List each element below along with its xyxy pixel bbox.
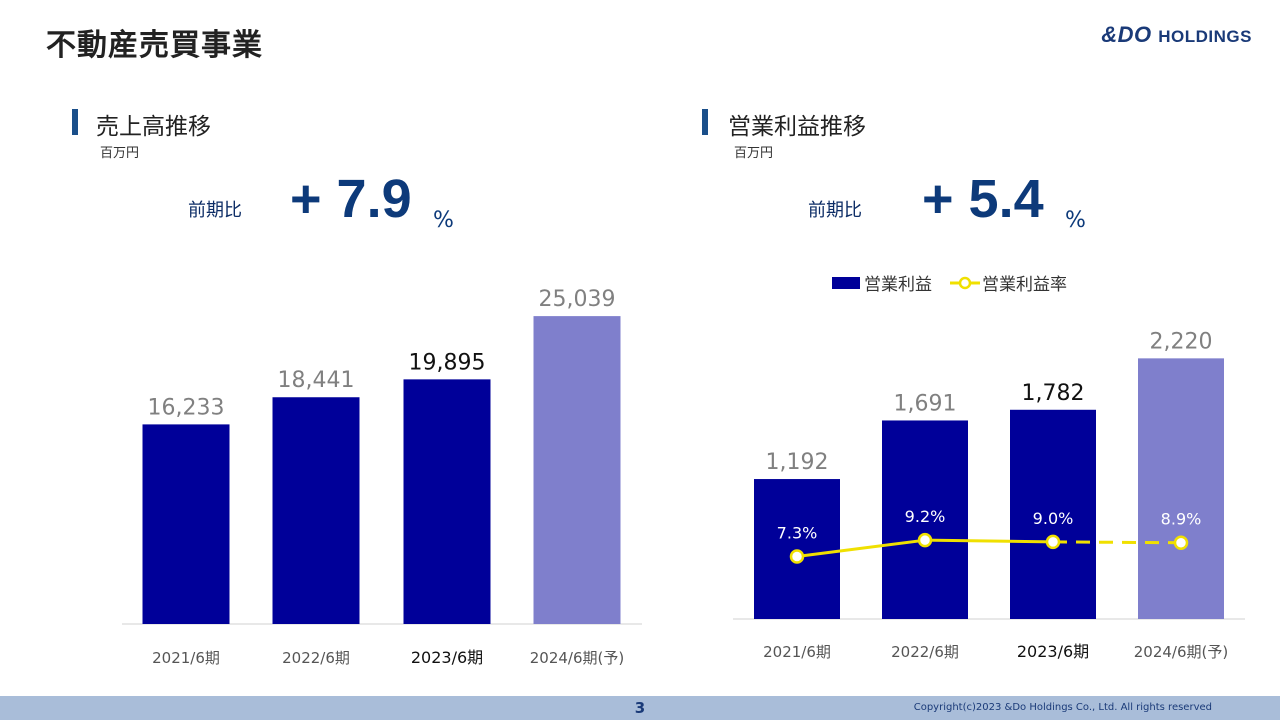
legend-bar-label: 営業利益 (864, 275, 932, 295)
profit-compare-unit: % (1065, 208, 1086, 233)
page-title: 不動産売買事業 (46, 28, 263, 63)
profit-bar (1138, 358, 1224, 619)
margin-value-label: 7.3% (777, 523, 818, 542)
profit-section-marker (702, 109, 708, 135)
sales-bar (142, 424, 230, 624)
sales-unit-label: 百万円 (100, 146, 140, 161)
company-logo: &DO HOLDINGS (1101, 22, 1252, 48)
sales-compare-value: + 7.9 (290, 169, 412, 229)
profit-bar (1010, 409, 1096, 619)
sales-category-label: 2021/6期 (152, 649, 220, 667)
sales-category-label: 2024/6期(予) (530, 649, 624, 667)
legend-line-label: 営業利益率 (982, 275, 1067, 295)
copyright-text: Copyright(c)2023 &Do Holdings Co., Ltd. … (913, 702, 1212, 713)
margin-point (1173, 535, 1189, 550)
margin-line-segment (924, 538, 1054, 544)
profit-category-label: 2021/6期 (763, 643, 831, 661)
profit-section-title: 営業利益推移 (728, 114, 866, 140)
profit-bar (882, 420, 968, 619)
profit-value-label: 1,192 (766, 450, 829, 475)
profit-compare-label: 前期比 (808, 200, 862, 221)
sales-bar (272, 397, 360, 624)
profit-legend: 営業利益 営業利益率 (832, 270, 1067, 295)
margin-point (917, 532, 933, 548)
sales-compare-label: 前期比 (188, 200, 242, 221)
footer-bar: 3 Copyright(c)2023 &Do Holdings Co., Ltd… (0, 696, 1280, 720)
sales-value-label: 18,441 (278, 368, 355, 393)
sales-category-label: 2023/6期 (411, 648, 483, 667)
sales-category-label: 2022/6期 (282, 649, 350, 667)
sales-section-marker (72, 109, 78, 135)
profit-value-label: 2,220 (1150, 329, 1213, 354)
sales-value-label: 19,895 (409, 350, 486, 375)
profit-value-label: 1,782 (1022, 381, 1085, 406)
sales-compare-unit: % (433, 208, 454, 233)
margin-point (789, 549, 805, 564)
profit-compare-value: + 5.4 (922, 169, 1044, 229)
sales-bar (533, 316, 621, 624)
legend-line-swatch (950, 276, 980, 289)
margin-point (1045, 534, 1061, 550)
charts-canvas: 16,233 2021/6期 18,441 2022/6期 19,895 2023/6期 2… (122, 287, 1245, 667)
profit-category-label: 2023/6期 (1017, 642, 1089, 661)
logo-text: HOLDINGS (1158, 27, 1252, 46)
sales-value-label: 16,233 (148, 395, 225, 420)
page-number: 3 (634, 699, 646, 717)
sales-value-label: 25,039 (539, 287, 616, 312)
sales-section-title: 売上高推移 (96, 114, 211, 140)
profit-bar (754, 479, 840, 619)
legend-bar-swatch (832, 276, 860, 289)
margin-value-label: 9.2% (905, 507, 946, 526)
profit-category-label: 2022/6期 (891, 643, 959, 661)
sales-bar (403, 379, 491, 624)
margin-value-label: 8.9% (1161, 510, 1202, 529)
margin-line-segment (796, 538, 926, 558)
profit-category-label: 2024/6期(予) (1134, 643, 1228, 661)
logo-mark: &DO (1101, 22, 1152, 47)
margin-value-label: 9.0% (1033, 509, 1074, 528)
profit-value-label: 1,691 (894, 391, 957, 416)
profit-unit-label: 百万円 (734, 146, 774, 161)
